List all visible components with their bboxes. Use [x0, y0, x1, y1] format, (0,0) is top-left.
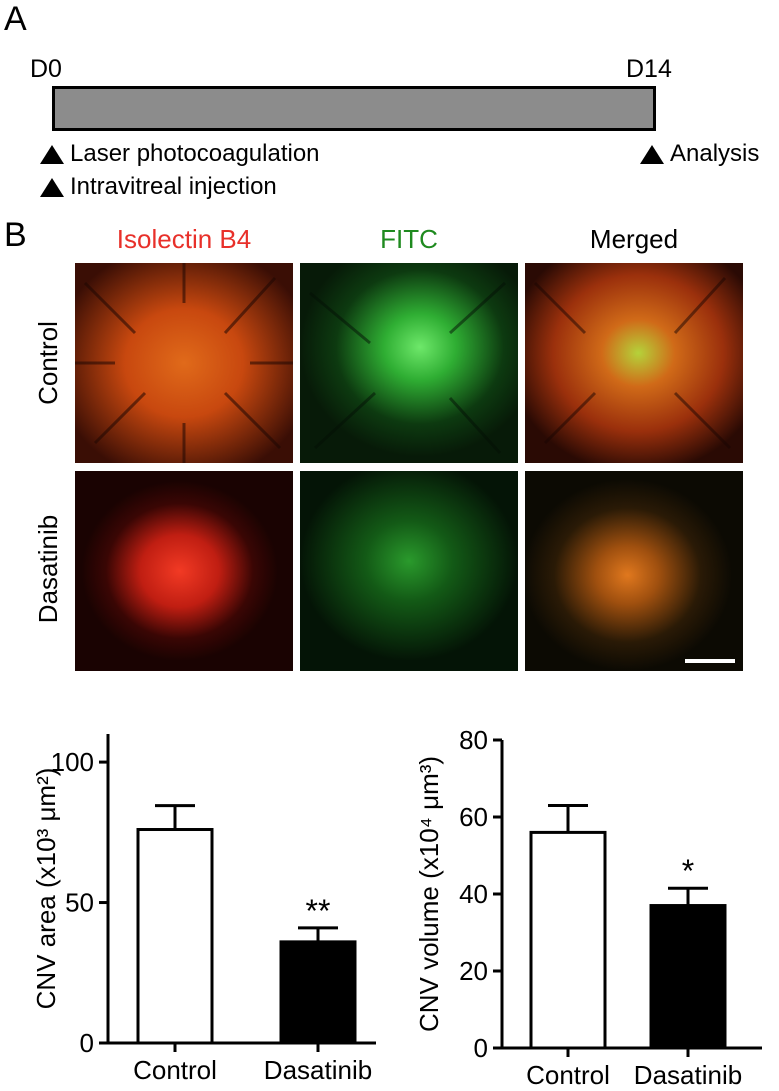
event-analysis: Analysis	[640, 142, 759, 166]
event-label: Laser photocoagulation	[70, 140, 320, 167]
y-tick-label: 60	[459, 802, 488, 832]
timeline-end-label: D14	[626, 55, 672, 83]
row-label-control: Control	[33, 321, 63, 405]
y-axis-title: CNV volume (x10⁴ μm³)	[414, 756, 444, 1032]
bar-control	[529, 830, 607, 1050]
triangle-marker-icon	[40, 144, 64, 164]
micrograph-dasatinib-fitc	[300, 471, 518, 671]
y-tick-label: 0	[474, 1033, 488, 1063]
timeline-bar	[52, 86, 656, 131]
event-laser-photocoagulation: Laser photocoagulation	[40, 142, 320, 166]
y-tick-label: 80	[459, 725, 488, 755]
micrograph-control-merged	[525, 263, 743, 463]
x-tick-label: Dasatinib	[264, 1055, 372, 1085]
bar-dasatinib	[279, 940, 357, 1045]
chart-cnv-volume: 0 20 40 60 80 CNV volume (x10⁴ μm³) Control Das…	[414, 725, 762, 1090]
triangle-marker-icon	[640, 144, 664, 164]
column-header-fitc: FITC	[380, 224, 438, 254]
y-tick-label: 40	[459, 879, 488, 909]
triangle-marker-icon	[40, 177, 64, 197]
y-tick-label: 100	[51, 747, 94, 777]
y-tick-label: 20	[459, 956, 488, 986]
micrograph-control-isolectin	[75, 263, 293, 463]
x-tick-label: Dasatinib	[634, 1060, 742, 1090]
column-header-isolectin: Isolectin B4	[116, 224, 252, 254]
bar-control	[136, 828, 214, 1045]
event-intravitreal-injection: Intravitreal injection	[40, 175, 277, 199]
panel-a-letter: A	[4, 0, 27, 38]
y-tick-label: 0	[80, 1028, 94, 1058]
panel-b-letter: B	[4, 216, 27, 254]
significance-marker: **	[306, 893, 331, 929]
micrograph-dasatinib-merged	[525, 471, 743, 671]
x-tick-label: Control	[133, 1055, 217, 1085]
timeline-start-label: D0	[30, 55, 62, 83]
micrograph-control-fitc	[300, 263, 518, 463]
micrograph-dasatinib-isolectin	[75, 471, 293, 671]
x-tick-label: Control	[526, 1060, 610, 1090]
column-header-merged: Merged	[589, 224, 679, 254]
row-label-dasatinib: Dasatinib	[33, 514, 63, 624]
y-tick-label: 50	[65, 888, 94, 918]
event-label: Intravitreal injection	[70, 173, 277, 200]
event-label: Analysis	[670, 140, 760, 167]
bar-dasatinib	[649, 904, 727, 1050]
significance-marker: *	[682, 853, 694, 889]
y-axis-title: CNV area (x10³ μm²)	[31, 768, 61, 1010]
